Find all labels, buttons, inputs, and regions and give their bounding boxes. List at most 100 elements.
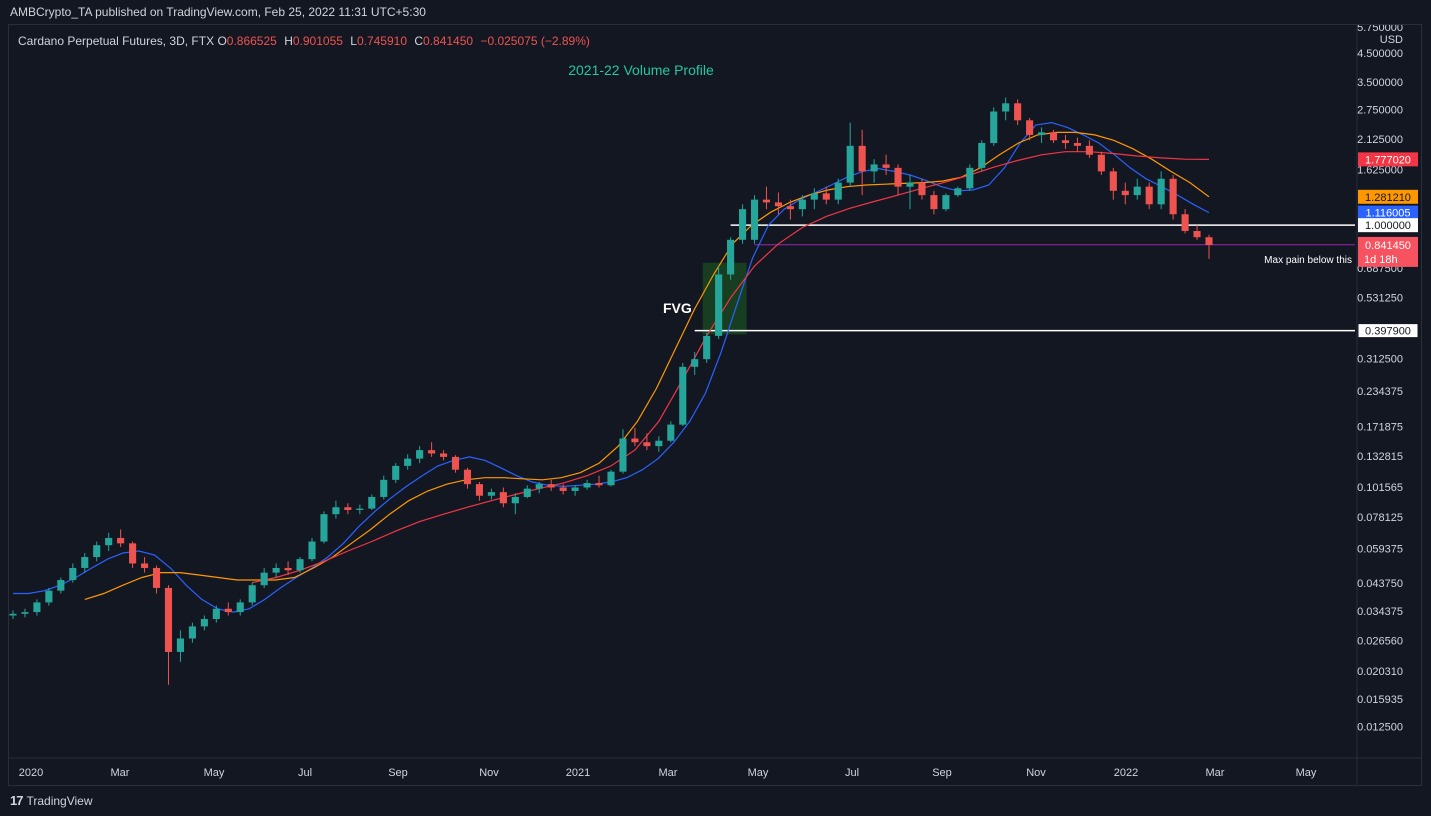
price-axis-unit-top: 5.750000 — [1357, 25, 1403, 34]
tradingview-logo-text: TradingView — [26, 793, 93, 808]
time-tick-label: Nov — [479, 767, 499, 779]
candle-body — [440, 453, 448, 457]
time-tick-label: Sep — [932, 767, 952, 779]
candle-body — [1121, 190, 1129, 196]
candle-body — [487, 492, 495, 496]
candle-body — [356, 508, 364, 510]
price-axis-unit: USD — [1380, 34, 1403, 46]
candle-body — [930, 195, 938, 210]
candle-body — [164, 587, 173, 652]
candle-body — [667, 424, 675, 441]
candle-body — [739, 209, 747, 240]
chart-background — [9, 25, 1421, 785]
ma-line-1 — [84, 131, 1210, 600]
candle-body — [200, 619, 208, 627]
candle-body — [1109, 171, 1117, 191]
price-axis[interactable]: 4.500000 3.500000 2.750000 2.125000 1.625000… — [1357, 48, 1403, 734]
candle-body — [1026, 120, 1034, 135]
price-tag-label: 1.000000 — [1365, 220, 1411, 232]
candle-body — [296, 559, 304, 571]
candle-body — [93, 545, 101, 558]
fvg-zone — [702, 262, 747, 335]
candle-body — [9, 613, 17, 616]
price-tick-label: 0.026560 — [1357, 635, 1403, 647]
time-tick-label: 2020 — [19, 767, 43, 779]
high-label: H — [284, 34, 293, 48]
candle-body — [141, 563, 149, 568]
candle-body — [284, 567, 292, 571]
candle-body — [882, 164, 890, 168]
candle-body — [631, 438, 639, 443]
price-tag-bg — [1358, 152, 1418, 167]
time-tick-label: Nov — [1026, 767, 1046, 779]
candles — [9, 97, 1213, 685]
candle-body — [762, 199, 771, 203]
candle-body — [1097, 154, 1105, 172]
candle-body — [1193, 231, 1201, 238]
candle-body — [45, 590, 53, 603]
candle-body — [1205, 237, 1213, 245]
price-chart[interactable]: 4.500000 3.500000 2.750000 2.125000 1.625000… — [9, 25, 1421, 785]
tradingview-logo[interactable]: 17 TradingView — [10, 793, 93, 808]
candle-body — [21, 612, 29, 614]
price-tick-label: 0.312500 — [1357, 353, 1403, 365]
candle-body — [224, 608, 232, 613]
candle-body — [774, 202, 782, 207]
candle-body — [332, 507, 340, 515]
price-tags: 1.7770201.2812101.1160051.0000000.842545… — [1357, 152, 1419, 339]
price-tag-label: 1.777020 — [1365, 154, 1411, 166]
candle-body — [117, 537, 125, 544]
candle-body — [870, 164, 878, 172]
candle-body — [499, 492, 507, 504]
candle-body — [810, 193, 818, 200]
price-tag-label: 1.116005 — [1365, 208, 1410, 220]
close-label: C — [414, 34, 424, 48]
published-text: AMBCrypto_TA published on TradingView.co… — [10, 5, 426, 19]
candle-body — [1014, 103, 1022, 121]
time-tick-label: Jul — [298, 767, 312, 779]
candle-body — [750, 199, 759, 240]
candle-body — [655, 440, 663, 447]
candle-body — [846, 145, 854, 183]
candle-body — [416, 450, 424, 459]
candle-body — [129, 543, 137, 564]
candle-body — [858, 145, 866, 172]
candle-body — [786, 206, 794, 210]
candle-body — [906, 182, 914, 187]
candle-body — [1145, 186, 1153, 205]
candle-body — [679, 366, 687, 425]
price-tick-label: 0.059375 — [1357, 543, 1403, 555]
time-tick-label: Sep — [388, 767, 408, 779]
symbol-name: Cardano Perpetual Futures, 3D, FTX — [18, 34, 215, 48]
price-tick-label: 0.012500 — [1357, 722, 1403, 734]
candle-body — [834, 182, 842, 200]
price-tick-label: 0.171875 — [1357, 422, 1403, 434]
price-tag-bg — [1358, 189, 1418, 204]
price-tick-label: 0.043750 — [1357, 578, 1403, 590]
candle-body — [559, 487, 567, 491]
candle-body — [69, 567, 77, 581]
low-value: 0.745910 — [356, 34, 408, 48]
max-pain-label: Max pain below this — [1264, 255, 1352, 266]
time-axis[interactable]: 2020 Mar May Jul Sep Nov 2021 Mar May Jul Sep Nov 20… — [19, 767, 1317, 779]
candle-body — [176, 638, 184, 652]
candle-body — [308, 541, 316, 560]
candle-body — [643, 442, 651, 447]
symbol-legend[interactable]: Cardano Perpetual Futures, 3D, FTX O0.86… — [18, 34, 594, 48]
price-tag-bg — [1358, 218, 1418, 233]
price-tag-bg — [1357, 323, 1419, 339]
time-tick-label: May — [748, 767, 769, 779]
candle-body — [57, 580, 65, 591]
candle-body — [822, 193, 830, 200]
candle-body — [1133, 186, 1141, 196]
countdown-label: 1d 18h — [1364, 254, 1398, 266]
price-tick-label: 3.500000 — [1357, 77, 1403, 89]
candle-body — [475, 484, 483, 496]
price-tick-label: 0.078125 — [1357, 512, 1403, 524]
ma-line-2 — [252, 151, 1210, 584]
candle-body — [894, 167, 902, 187]
candle-body — [1073, 143, 1081, 146]
footer: 17 TradingView — [0, 786, 1431, 816]
chart-frame[interactable]: 4.500000 3.500000 2.750000 2.125000 1.625000… — [8, 24, 1422, 786]
candle-body — [1038, 132, 1046, 135]
